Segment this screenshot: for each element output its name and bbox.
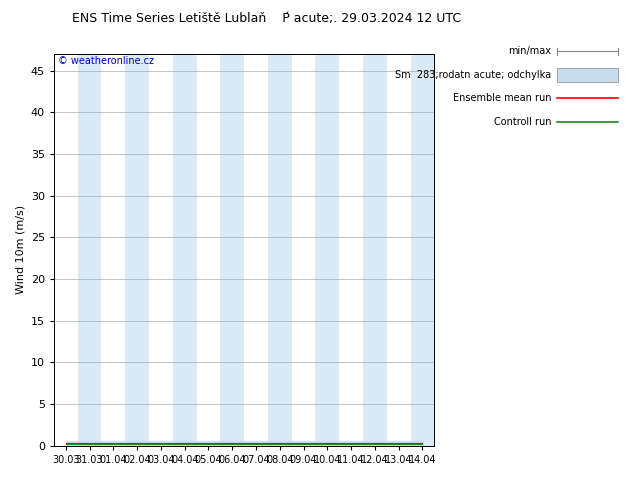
Bar (221, 54, 244, 446)
Bar (363, 54, 387, 446)
Text: Sm  283;rodatn acute; odchylka: Sm 283;rodatn acute; odchylka (396, 70, 552, 80)
Y-axis label: Wind 10m (m/s): Wind 10m (m/s) (15, 205, 25, 294)
Text: min/max: min/max (508, 47, 552, 56)
Bar (126, 54, 149, 446)
Bar (411, 54, 434, 446)
Text: © weatheronline.cz: © weatheronline.cz (58, 56, 153, 66)
Text: Controll run: Controll run (494, 117, 552, 127)
Bar (268, 54, 292, 446)
Bar (315, 54, 339, 446)
Text: ENS Time Series Letiště Lublaň    Ṕ acute;. 29.03.2024 12 UTC: ENS Time Series Letiště Lublaň Ṕ acute;… (72, 12, 461, 25)
Bar (78, 54, 101, 446)
Bar (172, 54, 197, 446)
Text: Ensemble mean run: Ensemble mean run (453, 94, 552, 103)
